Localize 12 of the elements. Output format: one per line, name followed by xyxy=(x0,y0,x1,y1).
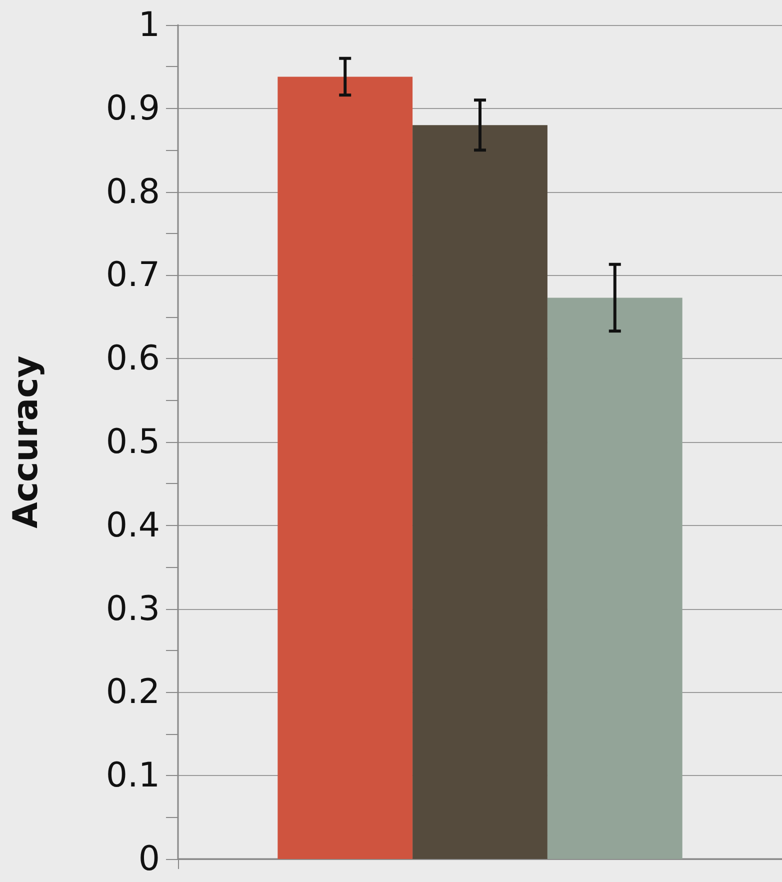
y-tick-label: 0.4 xyxy=(106,505,160,546)
y-tick-label: 0.7 xyxy=(106,255,160,296)
y-tick-label: 0.8 xyxy=(106,172,160,212)
y-tick-label: 0.1 xyxy=(106,756,160,796)
y-axis-title: Accuracy xyxy=(6,356,46,528)
y-tick-label: 0.3 xyxy=(106,588,160,629)
y-tick-label: 0.6 xyxy=(106,338,160,379)
y-tick-label: 1 xyxy=(138,5,160,45)
y-tick-label: 0.5 xyxy=(106,422,160,462)
y-tick-label: 0 xyxy=(138,839,160,879)
y-tick-label: 0.9 xyxy=(106,88,160,128)
y-tick-label: 0.2 xyxy=(106,672,160,712)
